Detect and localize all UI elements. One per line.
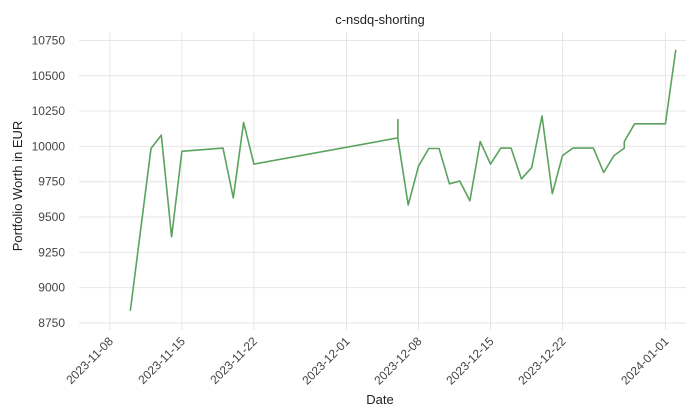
x-tick-label: 2023-12-08 bbox=[371, 334, 425, 388]
y-tick-label: 9000 bbox=[38, 281, 65, 295]
series-line bbox=[129, 49, 677, 312]
x-tick-label: 2023-12-01 bbox=[299, 334, 353, 388]
x-tick-label: 2023-12-15 bbox=[443, 334, 497, 388]
x-tick-label: 2024-01-01 bbox=[618, 334, 672, 388]
y-axis-title: Portfolio Worth in EUR bbox=[10, 121, 25, 252]
chart-title: c-nsdq-shorting bbox=[335, 12, 425, 27]
y-tick-label: 10750 bbox=[32, 33, 66, 47]
x-axis-title: Date bbox=[366, 392, 393, 407]
y-tick-labels: 8750 9000 9250 9500 9750 10000 10250 10500 10750 bbox=[32, 33, 66, 329]
y-gridlines bbox=[79, 39, 686, 324]
y-tick-label: 8750 bbox=[38, 316, 65, 330]
y-tick-label: 9500 bbox=[38, 210, 65, 224]
y-tick-label: 10250 bbox=[32, 104, 66, 118]
x-tick-label: 2023-11-15 bbox=[135, 334, 188, 387]
x-tick-label: 2023-11-22 bbox=[207, 334, 260, 387]
x-tick-labels: 2023-11-08 2023-11-15 2023-11-22 2023-12-01… bbox=[63, 334, 671, 388]
y-tick-label: 10500 bbox=[32, 69, 66, 83]
y-tick-label: 9250 bbox=[38, 245, 65, 259]
series-layer bbox=[129, 49, 677, 312]
y-tick-label: 10000 bbox=[32, 139, 66, 153]
x-tick-label: 2023-12-22 bbox=[515, 334, 569, 388]
y-tick-label: 9750 bbox=[38, 175, 65, 189]
x-gridlines bbox=[109, 32, 666, 330]
x-tick-label: 2023-11-08 bbox=[63, 334, 116, 387]
